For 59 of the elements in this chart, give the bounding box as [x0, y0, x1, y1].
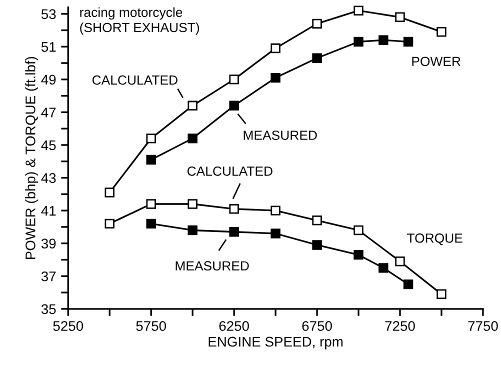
point — [395, 12, 405, 22]
annotation: MEASURED — [176, 261, 249, 271]
text: racing motorcycle (SHORT EXHAUST) — [80, 7, 200, 35]
point — [270, 206, 280, 216]
point — [229, 227, 239, 237]
x-tick-label: 7250 — [385, 321, 415, 331]
x-tick-label: 5250 — [53, 321, 84, 331]
point — [354, 6, 364, 16]
y-tick-label: 45 — [41, 140, 56, 150]
point — [378, 263, 388, 273]
point — [104, 218, 114, 229]
point — [188, 225, 198, 236]
x-axis-title: ENGINE SPEED, rpm — [208, 336, 343, 350]
y-tick-label: 39 — [41, 238, 56, 249]
point — [146, 134, 156, 144]
y-tick-label: 35 — [41, 304, 56, 314]
point — [403, 279, 414, 290]
point — [403, 36, 414, 47]
annotation: CALCULATED — [92, 75, 178, 85]
y-axis-title: POWER (bhp) & TORQUE (ft.lbf) — [25, 56, 38, 259]
x-tick-label: 6250 — [219, 321, 249, 331]
y-tick-label: 37 — [41, 271, 56, 282]
point — [354, 250, 364, 260]
point — [188, 199, 198, 209]
point — [270, 43, 280, 54]
point — [312, 53, 322, 63]
point — [312, 18, 322, 29]
point — [229, 204, 239, 214]
y-tick-label: 43 — [41, 173, 56, 183]
x-tick-label: 7750 — [468, 321, 498, 331]
x-tick-label: 6750 — [302, 321, 332, 331]
point — [436, 289, 446, 300]
y-tick-label: 47 — [41, 108, 56, 118]
point — [146, 218, 156, 229]
point — [229, 100, 239, 111]
point — [229, 74, 239, 84]
point — [354, 225, 364, 236]
point — [146, 154, 156, 165]
point — [354, 36, 364, 47]
point — [270, 228, 280, 238]
point — [312, 216, 322, 226]
point — [188, 100, 198, 111]
point — [378, 35, 388, 45]
y-tick-label: 41 — [41, 206, 56, 216]
annotation: TORQUE — [407, 233, 462, 246]
x-tick-label: 5750 — [136, 321, 166, 331]
point — [312, 240, 322, 250]
annotation: POWER — [412, 56, 460, 66]
y-tick-label: 51 — [41, 42, 56, 52]
y-tick-label: 49 — [41, 74, 56, 85]
point — [395, 256, 405, 266]
point — [104, 188, 114, 198]
annotation: CALCULATED — [187, 166, 272, 176]
point — [270, 72, 280, 83]
point — [188, 134, 198, 144]
annotation: MEASURED — [244, 130, 317, 140]
y-tick-label: 53 — [41, 9, 56, 20]
point — [146, 199, 156, 209]
point — [436, 27, 446, 37]
